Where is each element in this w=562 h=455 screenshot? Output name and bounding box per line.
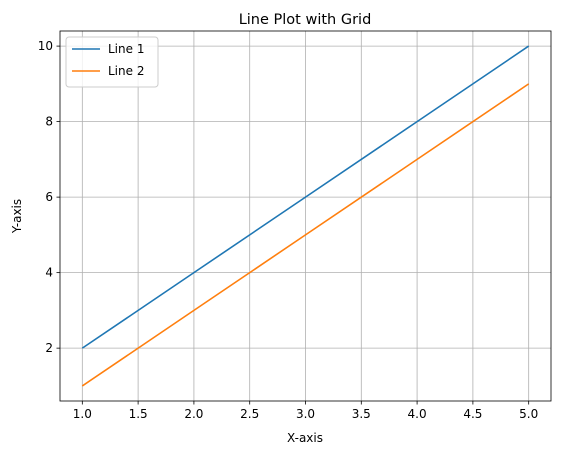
ticks: 1.0 1.5 2.0 2.5 3.0 3.5 4.0 4.5 5.0 2 4 6 8 10 (38, 39, 539, 421)
y-tick-label: 10 (38, 39, 53, 53)
x-tick-label: 2.0 (184, 407, 203, 421)
x-tick-label: 4.0 (408, 407, 427, 421)
x-tick-label: 4.5 (463, 407, 482, 421)
y-axis-label: Y-axis (10, 199, 24, 234)
x-tick-label: 2.5 (240, 407, 259, 421)
y-tick-label: 8 (45, 115, 53, 129)
y-tick-label: 2 (45, 341, 53, 355)
legend-label-1: Line 1 (108, 42, 144, 56)
x-axis-label: X-axis (287, 431, 323, 445)
legend-label-2: Line 2 (108, 64, 144, 78)
x-tick-label: 1.5 (129, 407, 148, 421)
x-tick-label: 1.0 (73, 407, 92, 421)
x-tick-label: 3.5 (352, 407, 371, 421)
chart-title: Line Plot with Grid (239, 12, 372, 28)
x-tick-label: 3.0 (296, 407, 315, 421)
x-tick-label: 5.0 (519, 407, 538, 421)
legend: Line 1 Line 2 (66, 37, 158, 87)
y-tick-label: 4 (45, 266, 53, 280)
y-tick-label: 6 (45, 190, 53, 204)
